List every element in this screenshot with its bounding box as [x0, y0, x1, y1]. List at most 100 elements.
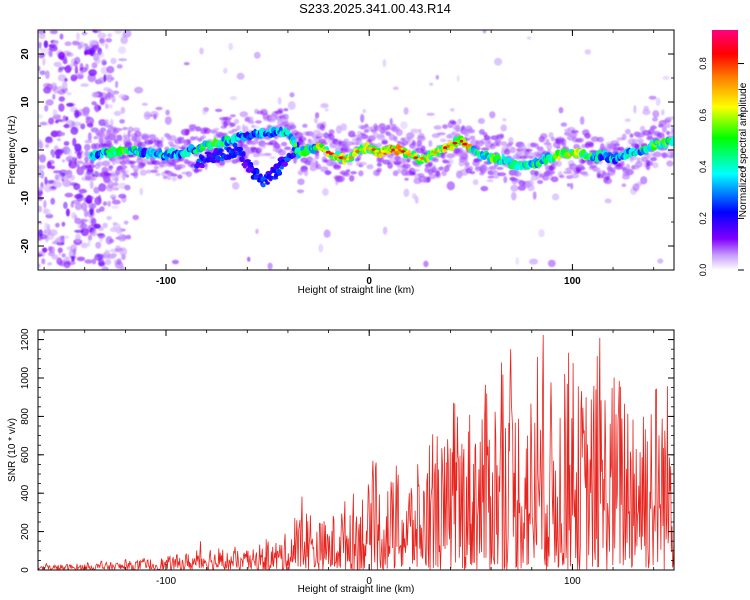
- spectrogram-peak-cell: [436, 149, 441, 153]
- spectrogram-noise-cell: [48, 117, 55, 125]
- spectrogram-halo-cell: [443, 160, 451, 164]
- spectrogram-halo-cell: [319, 124, 326, 131]
- spectrogram-halo-cell: [530, 175, 539, 181]
- spectrogram-noise-cell: [43, 200, 47, 209]
- spectrogram-noise-cell: [125, 234, 132, 240]
- spectrogram-halo-cell: [104, 135, 109, 140]
- spectrogram-noise-cell: [97, 194, 102, 203]
- spectrogram-halo-cell: [496, 166, 504, 170]
- spectrogram-noise-cell: [38, 250, 44, 254]
- spectrogram-halo-cell: [559, 174, 565, 179]
- spectrogram-halo-cell: [88, 164, 96, 169]
- spectrogram-halo-cell: [464, 161, 470, 167]
- spectrogram-noise-cell: [57, 51, 65, 60]
- spectrogram-branch-cell: [241, 151, 246, 157]
- snr-ytick-label: 1200: [20, 328, 31, 351]
- spectrogram-noise-cell: [81, 202, 88, 212]
- spectrogram-halo-cell: [188, 124, 197, 130]
- spectrogram-noise-cell: [65, 180, 73, 186]
- spectrogram-peak-cell: [328, 152, 334, 156]
- spectrogram-halo-cell: [195, 126, 202, 132]
- spectrogram-noise-cell: [74, 158, 78, 165]
- spectrogram-halo-cell: [345, 169, 351, 173]
- spectrogram-noise-cell: [74, 149, 84, 155]
- spectrogram-noise-cell: [289, 92, 295, 98]
- snr-ytick-label: 0: [20, 567, 31, 573]
- spectrogram-noise-cell: [661, 109, 665, 116]
- spectrogram-halo-cell: [236, 125, 241, 131]
- spectrogram-noise-cell: [57, 89, 66, 95]
- spectrogram-noise-cell: [38, 229, 43, 237]
- spectrogram-halo-cell: [613, 143, 620, 147]
- spectrogram-halo-cell: [354, 157, 360, 162]
- spectrogram-ytick-label: 0: [20, 147, 31, 153]
- spectrogram-noise-cell: [624, 118, 631, 122]
- spectrogram-halo-cell: [596, 136, 604, 143]
- spectrogram-noise-cell: [98, 51, 105, 59]
- spectrogram-noise-cell: [39, 154, 46, 163]
- spectrogram-noise-cell: [253, 159, 260, 166]
- spectrogram-noise-cell: [202, 107, 208, 115]
- spectrogram-halo-cell: [273, 144, 280, 149]
- spectrogram-halo-cell: [416, 135, 426, 142]
- spectrogram-noise-cell: [404, 177, 409, 181]
- colorbar-tick-label: 0.0: [698, 264, 708, 277]
- spectrogram-branch-cell: [239, 156, 245, 163]
- spectrogram-peak-cell: [391, 148, 396, 152]
- spectrogram-halo-cell: [259, 153, 265, 157]
- spectrogram-ridge-cell: [625, 153, 630, 160]
- spectrogram-noise-cell: [153, 113, 158, 120]
- spectrogram-halo-cell: [310, 157, 316, 164]
- spectrogram-halo-cell: [374, 125, 380, 132]
- spectrogram-peak-cell: [406, 153, 412, 157]
- spectrogram-peak-cell: [371, 148, 376, 152]
- spectrogram-noise-cell: [215, 108, 223, 112]
- spectrogram-noise-cell: [58, 96, 65, 102]
- spectrogram-noise-cell: [236, 72, 245, 80]
- spectrogram-noise-cell: [96, 233, 105, 237]
- spectrogram-halo-cell: [510, 184, 519, 192]
- spectrogram-noise-cell: [322, 188, 329, 196]
- spectrogram-noise-cell: [84, 259, 93, 264]
- spectrogram-halo-cell: [457, 152, 462, 157]
- spectrogram-noise-cell: [102, 265, 107, 270]
- spectrogram-noise-cell: [83, 209, 89, 218]
- spectrogram-noise-cell: [403, 188, 410, 197]
- spectrogram-noise-cell: [118, 93, 126, 99]
- spectrogram-noise-cell: [88, 202, 97, 209]
- spectrogram-halo-cell: [451, 131, 457, 135]
- spectrogram-noise-cell: [92, 229, 97, 237]
- colorbar-gradient: [712, 30, 738, 270]
- spectrogram-halo-cell: [116, 134, 123, 141]
- spectrogram-halo-cell: [244, 146, 251, 152]
- spectrogram-halo-cell: [122, 154, 128, 159]
- spectrogram-noise-cell: [53, 40, 59, 45]
- spectrogram-halo-cell: [569, 163, 577, 170]
- spectrogram-halo-cell: [162, 175, 168, 180]
- spectrogram-noise-cell: [106, 184, 114, 192]
- spectrogram-noise-cell: [91, 258, 97, 265]
- spectrogram-noise-cell: [72, 137, 77, 147]
- spectrogram-noise-cell: [118, 46, 127, 54]
- spectrogram-halo-cell: [576, 137, 584, 143]
- spectrogram-halo-cell: [127, 126, 134, 133]
- spectrogram-halo-cell: [290, 124, 297, 130]
- spectrogram-halo-cell: [509, 146, 516, 154]
- spectrogram-noise-cell: [63, 123, 70, 129]
- spectrogram-halo-cell: [466, 128, 475, 133]
- spectrogram-noise-cell: [56, 138, 62, 142]
- spectrogram-halo-cell: [625, 163, 631, 171]
- spectrogram-halo-cell: [469, 171, 476, 175]
- spectrogram-noise-cell: [45, 143, 50, 148]
- snr-series-line: [38, 334, 674, 570]
- spectrogram-halo-cell: [592, 165, 598, 172]
- spectrogram-noise-cell: [80, 218, 88, 222]
- spectrogram-noise-cell: [527, 142, 531, 151]
- spectrogram-noise-cell: [38, 113, 43, 120]
- spectrogram-halo-cell: [550, 136, 556, 142]
- spectrogram-noise-cell: [320, 103, 329, 109]
- spectrogram-halo-cell: [528, 179, 534, 187]
- spectrogram-halo-cell: [588, 142, 594, 148]
